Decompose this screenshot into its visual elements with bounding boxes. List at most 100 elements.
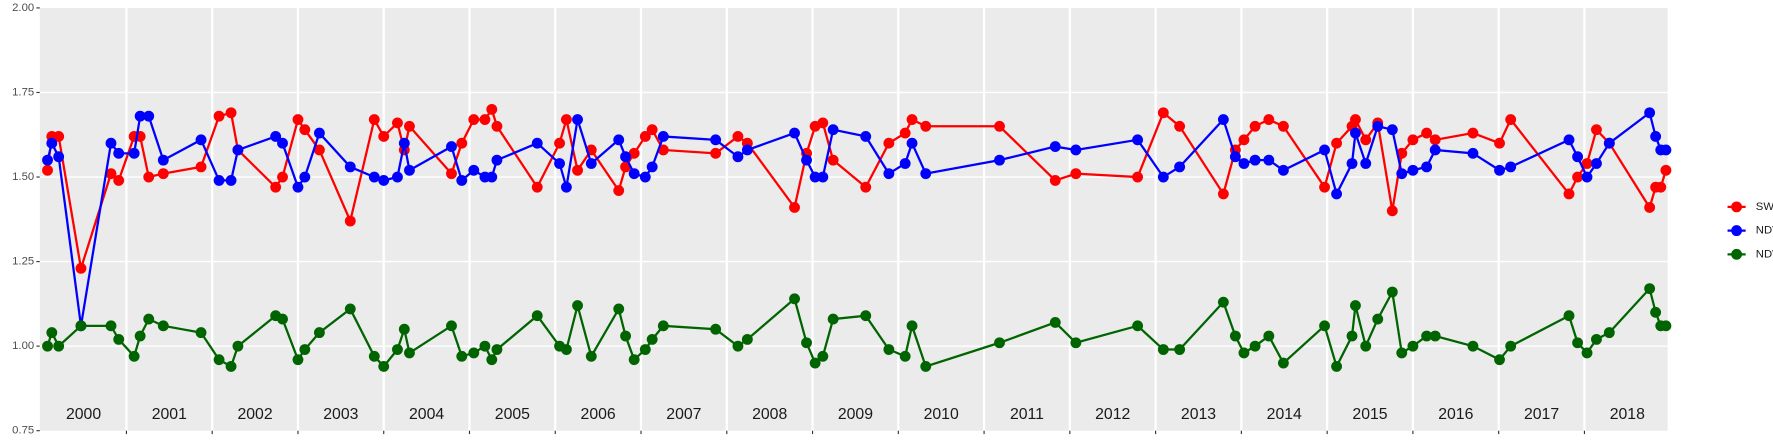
point <box>344 161 356 173</box>
point <box>1157 171 1169 183</box>
point <box>344 303 356 315</box>
point <box>446 141 457 153</box>
point <box>157 154 169 166</box>
point <box>456 137 468 149</box>
point <box>560 181 572 193</box>
point <box>53 340 65 352</box>
point <box>277 137 288 149</box>
year-label: 2005 <box>495 406 530 423</box>
point <box>1331 188 1343 200</box>
point <box>1467 127 1479 139</box>
year-label: 2015 <box>1352 406 1387 423</box>
point <box>585 158 597 169</box>
point <box>232 144 244 156</box>
year-label: 2001 <box>152 406 187 423</box>
year-label: 2006 <box>581 406 616 423</box>
year-label: 2011 <box>1010 406 1044 423</box>
point <box>1660 320 1672 332</box>
point <box>809 171 821 183</box>
point <box>113 333 125 345</box>
point <box>1238 347 1250 359</box>
point <box>1331 361 1343 372</box>
point <box>554 158 565 169</box>
point <box>225 107 237 119</box>
point <box>1581 158 1593 169</box>
point <box>646 124 658 136</box>
point <box>906 137 918 149</box>
point <box>143 313 155 325</box>
point <box>1494 164 1505 176</box>
panel <box>39 7 1668 431</box>
year-label: 2017 <box>1524 406 1559 423</box>
point <box>277 313 288 325</box>
point <box>368 114 380 125</box>
point <box>378 361 390 372</box>
year-label: 2013 <box>1181 406 1216 423</box>
legend-label: NDVI <box>1756 225 1773 237</box>
point <box>1591 124 1602 136</box>
point <box>1217 188 1229 200</box>
year-label: 2016 <box>1438 406 1473 423</box>
point <box>1386 124 1398 136</box>
point <box>620 330 632 342</box>
point <box>143 110 155 122</box>
point <box>225 174 237 186</box>
point <box>657 131 669 142</box>
point <box>1360 340 1372 352</box>
point <box>1644 107 1656 119</box>
point <box>404 347 415 359</box>
point <box>801 337 812 349</box>
y-tick-label: 0.75 <box>12 425 34 437</box>
point <box>75 320 87 332</box>
year-label: 2007 <box>666 406 701 423</box>
point <box>1238 134 1250 146</box>
point <box>1277 357 1289 369</box>
point <box>1572 337 1584 349</box>
point <box>46 137 58 149</box>
point <box>1581 347 1593 359</box>
point <box>1350 114 1361 125</box>
point <box>398 323 410 335</box>
point <box>1572 151 1584 163</box>
point <box>1429 144 1441 156</box>
point <box>1429 134 1441 146</box>
point <box>620 151 632 163</box>
point <box>920 120 932 132</box>
point <box>479 114 491 125</box>
point <box>1591 333 1602 345</box>
point <box>392 344 403 355</box>
y-tick-label: 1.75 <box>12 86 34 98</box>
point <box>1049 174 1061 186</box>
point <box>105 137 117 149</box>
point <box>213 354 225 366</box>
point <box>1505 161 1517 173</box>
point <box>613 134 625 146</box>
point <box>994 337 1005 349</box>
point <box>1421 161 1433 173</box>
point <box>628 147 640 159</box>
point <box>105 168 117 180</box>
point <box>554 137 565 149</box>
point <box>134 110 146 122</box>
point <box>1249 120 1261 132</box>
point <box>313 327 325 339</box>
point <box>1360 134 1372 146</box>
point <box>479 340 491 352</box>
point <box>1360 158 1372 169</box>
year-label: 2012 <box>1095 406 1130 423</box>
legend-key-point <box>1731 225 1743 237</box>
point <box>1319 320 1330 332</box>
point <box>1655 181 1667 193</box>
point <box>613 303 625 315</box>
point <box>1650 306 1662 318</box>
point <box>789 127 800 139</box>
point <box>1505 340 1517 352</box>
point <box>801 154 812 166</box>
point <box>1174 120 1186 132</box>
point <box>143 171 155 183</box>
point <box>53 151 65 163</box>
point <box>920 168 932 180</box>
point <box>195 134 207 146</box>
point <box>42 340 53 352</box>
point <box>1331 137 1343 149</box>
